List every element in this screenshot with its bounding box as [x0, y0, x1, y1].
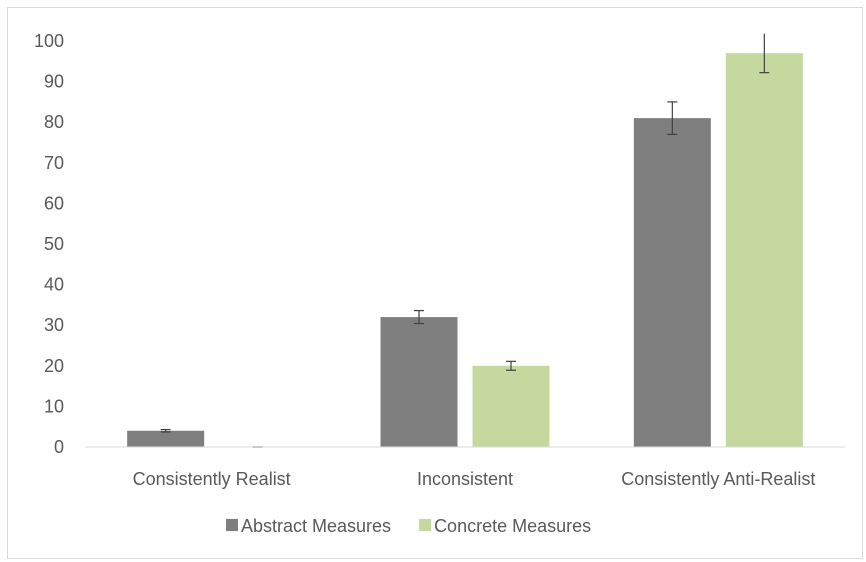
- y-axis-tick-labels: 0 10 20 30 40 50 60 70 80 90 100: [34, 31, 64, 457]
- y-tick-label: 60: [44, 193, 64, 213]
- error-bar-group: [160, 33, 770, 448]
- bar-abstract-measures: [633, 118, 711, 447]
- bar-group: [127, 53, 803, 448]
- y-tick-label: 30: [44, 315, 64, 335]
- y-tick-label: 70: [44, 153, 64, 173]
- y-tick-label: 80: [44, 112, 64, 132]
- y-tick-label: 10: [44, 396, 64, 416]
- x-category-label: Inconsistent: [417, 469, 513, 489]
- x-category-label: Consistently Anti-Realist: [621, 469, 815, 489]
- y-tick-label: 40: [44, 275, 64, 295]
- chart-frame: [7, 7, 863, 559]
- legend-swatch: [226, 519, 238, 531]
- legend-swatch: [419, 519, 432, 531]
- y-tick-label: 90: [44, 72, 64, 92]
- bar-concrete-measures: [725, 53, 803, 448]
- x-axis-category-labels: Consistently Realist Inconsistent Consiste…: [133, 469, 816, 489]
- y-tick-label: 100: [34, 31, 64, 51]
- bar-abstract-measures: [127, 430, 205, 447]
- y-tick-label: 50: [44, 234, 64, 254]
- legend-label: Abstract Measures: [241, 516, 391, 536]
- y-tick-label: 20: [44, 356, 64, 376]
- legend: Abstract Measures Concrete Measures: [226, 516, 591, 536]
- y-tick-label: 0: [54, 437, 64, 457]
- legend-label: Concrete Measures: [434, 516, 591, 536]
- x-category-label: Consistently Realist: [133, 469, 291, 489]
- bar-abstract-measures: [380, 317, 458, 447]
- bar-concrete-measures: [472, 365, 550, 447]
